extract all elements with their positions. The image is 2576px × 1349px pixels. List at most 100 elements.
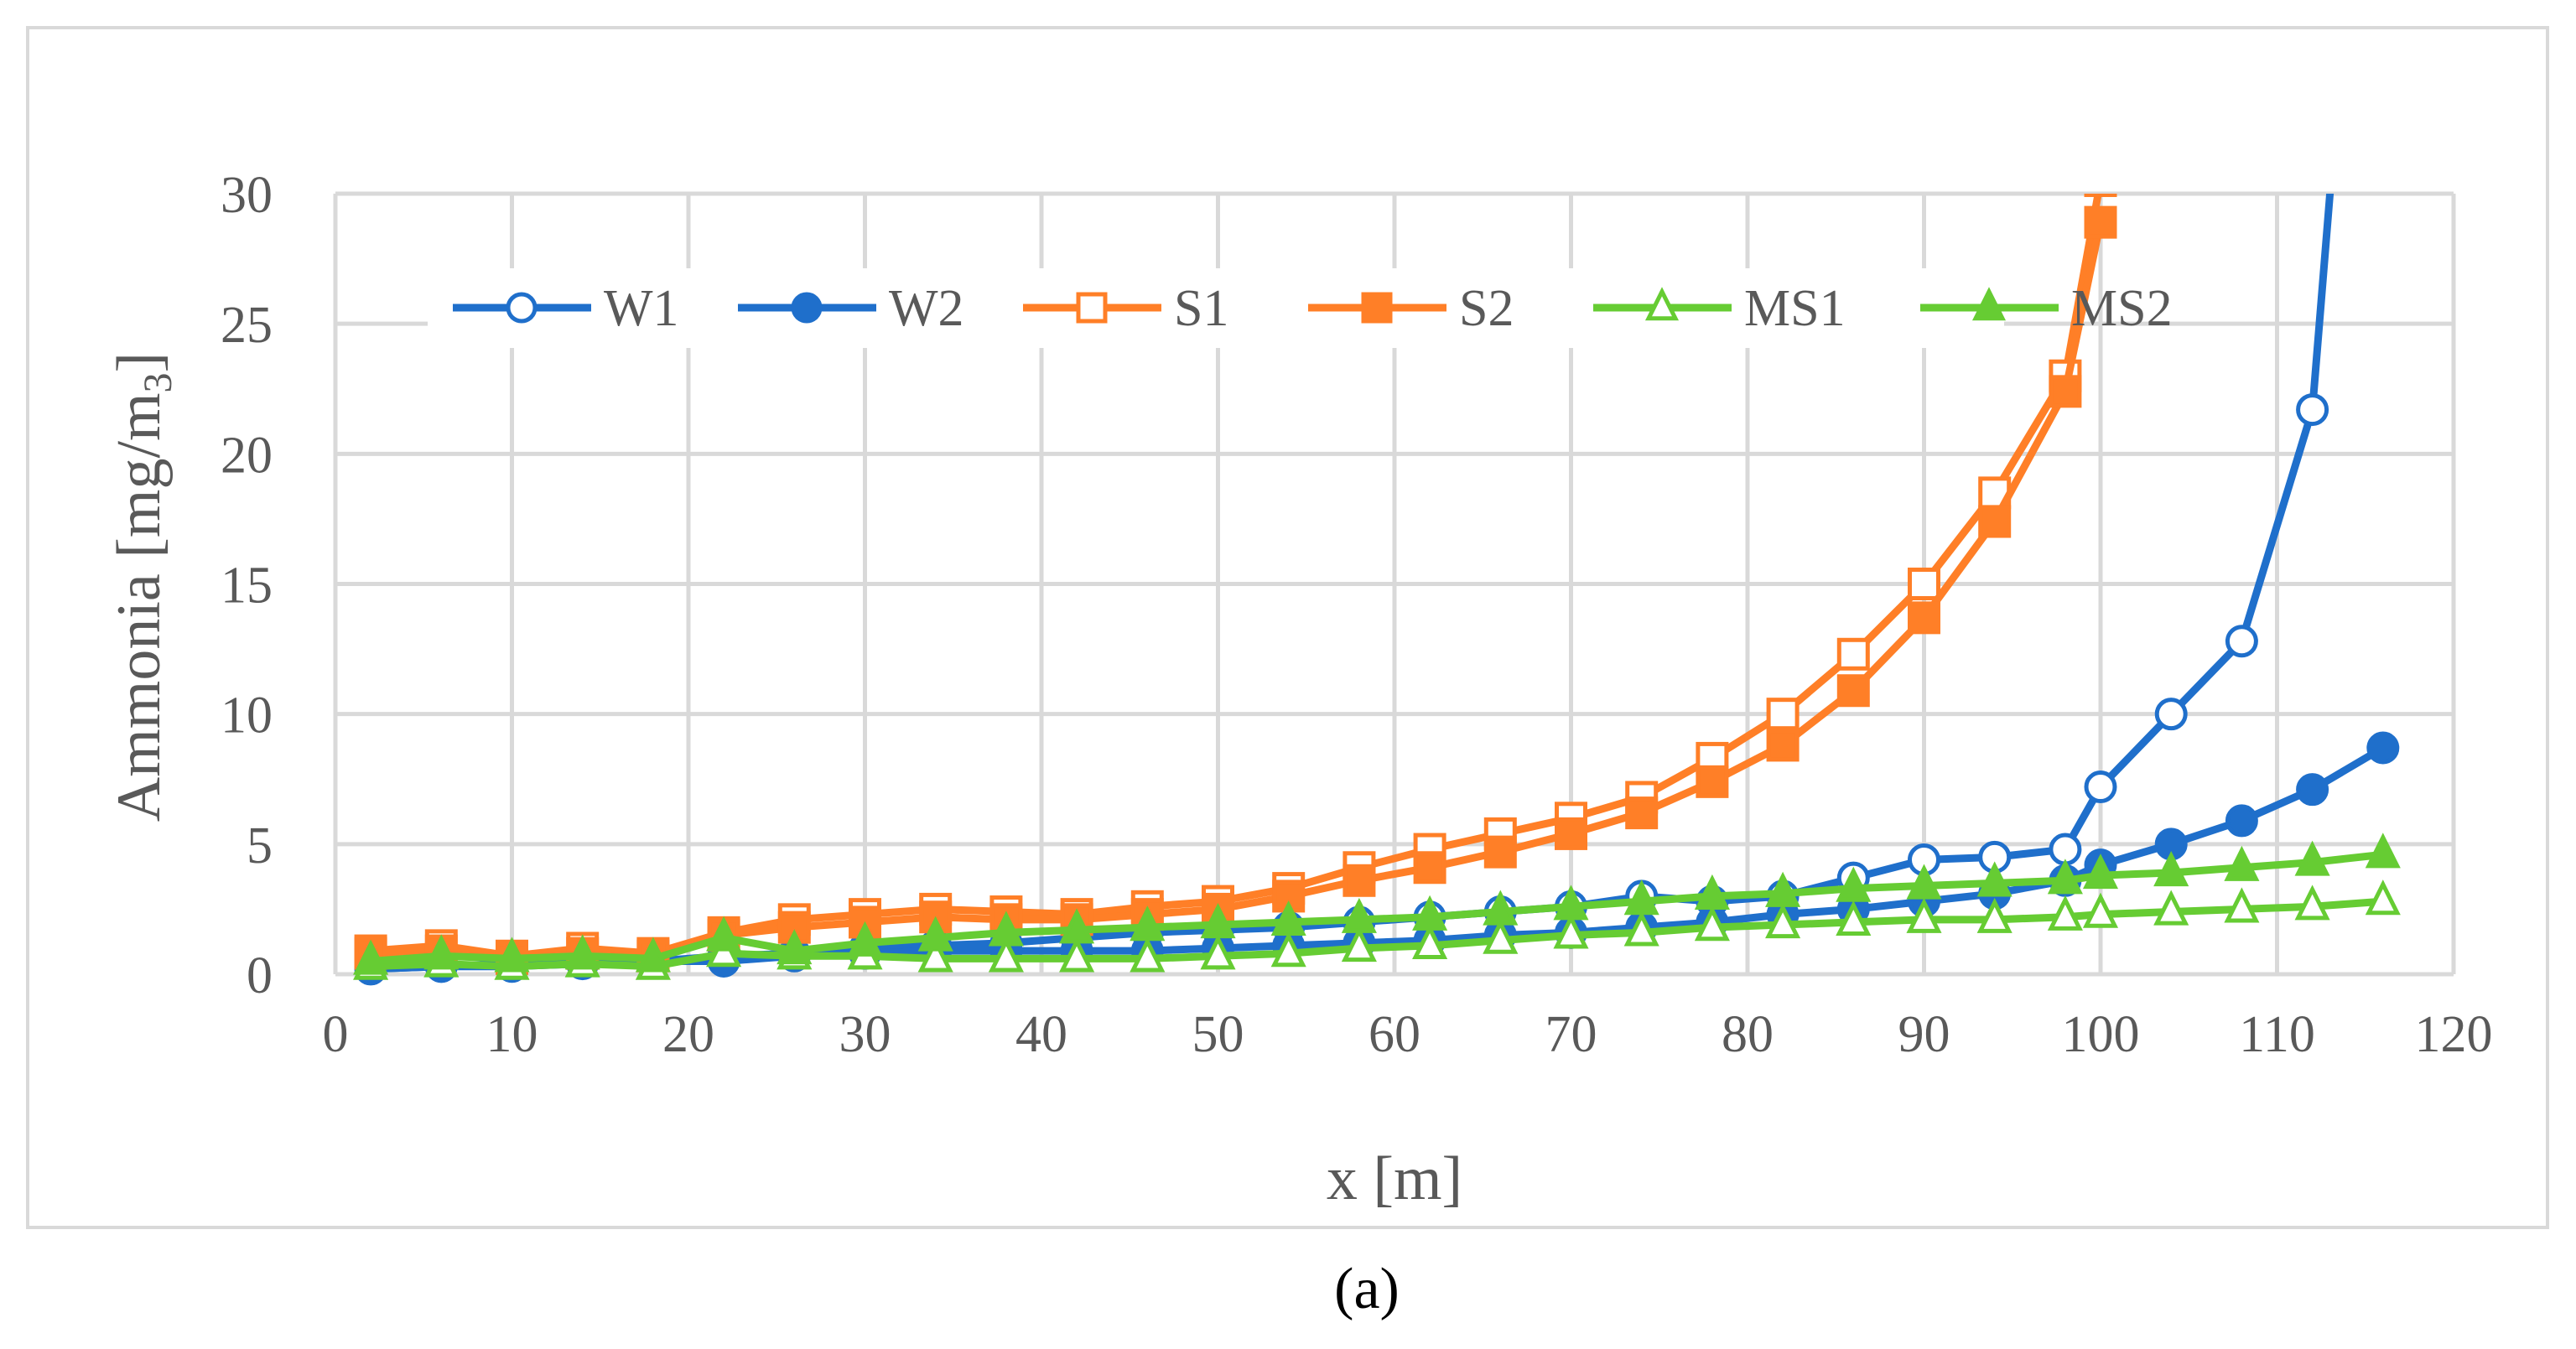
x-tick-label: 0 [323, 1006, 349, 1063]
legend-background [428, 268, 2004, 348]
ms1-marker-triangle [1412, 923, 1448, 959]
ms2-marker-triangle [847, 921, 883, 957]
legend-label: W1 [604, 280, 679, 337]
s2-marker-square [2084, 205, 2117, 239]
y-axis-title: Ammonia [mg/m3] [105, 352, 180, 822]
ms2-marker-triangle [2153, 850, 2189, 887]
ms2-marker-triangle [1341, 897, 1377, 933]
y-axis-title-main: Ammonia [mg/m [105, 392, 174, 822]
legend-label: MS1 [1744, 280, 1846, 337]
ms1-marker-triangle [1059, 937, 1095, 973]
y-tick-label: 30 [221, 167, 273, 224]
ms1-marker-triangle [1270, 931, 1306, 968]
x-tick-label: 10 [486, 1006, 538, 1063]
ms2-marker-triangle [988, 911, 1024, 947]
y-tick-label: 10 [221, 687, 273, 745]
series-group [353, 194, 2401, 986]
s1-marker-square [1836, 637, 1870, 671]
ms2-marker-triangle [1694, 874, 1730, 910]
ms1-marker-triangle [1483, 918, 1519, 954]
s2-marker-square [1413, 851, 1446, 885]
s1-marker-square [1908, 568, 1940, 600]
x-axis-title: x [m] [1327, 1144, 1462, 1213]
x-tick-label: 20 [662, 1006, 714, 1063]
ms2-marker-triangle [1130, 905, 1166, 942]
x-tick-label: 50 [1192, 1006, 1244, 1063]
legend: W1 W2 S1 S2 MS1 MS2 [428, 268, 2173, 348]
s2-marker-square [1978, 505, 2012, 538]
s1-marker-square [1076, 292, 1108, 324]
ms1-marker-triangle [2365, 879, 2401, 916]
s2-marker-square [1908, 601, 1940, 635]
legend-label: W2 [889, 280, 964, 337]
ms1-marker-triangle [1836, 900, 1872, 937]
x-tick-label: 110 [2239, 1006, 2315, 1063]
w1-marker-circle [2154, 698, 2188, 731]
s1-marker-square [1766, 698, 1800, 731]
x-tick-label: 120 [2415, 1006, 2493, 1063]
ms1-marker-triangle [1694, 905, 1730, 942]
legend-item-ms1: MS1 [1593, 280, 1846, 337]
x-tick-label: 30 [839, 1006, 891, 1063]
legend-item-w2: W2 [738, 280, 964, 337]
w2-marker-circle [791, 292, 823, 324]
ms2-marker-triangle [1412, 895, 1448, 931]
s2-marker-square [1555, 817, 1587, 850]
figure-caption: (a) [1334, 1257, 1400, 1321]
s2-marker-square [2049, 375, 2082, 408]
x-tick-label: 90 [1898, 1006, 1950, 1063]
series-ms2 [353, 833, 2401, 975]
ms2-marker-triangle [635, 937, 671, 973]
y-axis-title-close: ] [105, 352, 174, 373]
s2-marker-square [1696, 765, 1729, 798]
ms2-marker-triangle [1200, 903, 1236, 939]
ms2-marker-triangle [564, 934, 600, 970]
s2-marker-square [1766, 729, 1800, 762]
ms2-marker-triangle [2365, 833, 2401, 869]
w1-marker-circle [2084, 770, 2117, 804]
ms1-marker-triangle [1200, 934, 1236, 970]
s2-marker-square [1361, 292, 1393, 324]
x-tick-label: 100 [2062, 1006, 2140, 1063]
w2-marker-circle [2296, 773, 2329, 807]
w2-marker-circle [2366, 731, 2400, 765]
ms1-marker-triangle [2294, 885, 2330, 921]
ms1-marker-triangle [2224, 887, 2260, 923]
x-tick-label: 40 [1015, 1006, 1067, 1063]
w2-marker-circle [2225, 804, 2258, 838]
y-tick-label: 0 [247, 947, 273, 1004]
ms2-marker-triangle [423, 934, 460, 970]
ms1-marker-triangle [1623, 911, 1659, 947]
ms2-marker-triangle [1906, 864, 1942, 900]
s1-marker-square [2084, 194, 2117, 197]
y-tick-label: 25 [221, 297, 273, 354]
legend-item-s2: S2 [1308, 280, 1514, 337]
ms2-marker-triangle [776, 929, 813, 965]
ms1-marker-triangle [2082, 892, 2119, 928]
ms2-marker-triangle [1971, 287, 2007, 321]
y-tick-label: 5 [247, 817, 273, 874]
ms1-marker-triangle [1341, 926, 1377, 962]
chart-frame [26, 26, 2549, 1229]
y-tick-label: 20 [221, 427, 273, 484]
w1-marker-circle [2225, 625, 2258, 658]
ms2-marker-triangle [1059, 908, 1095, 944]
s2-marker-square [1625, 796, 1659, 830]
ms2-marker-triangle [2294, 840, 2330, 876]
y-tick-labels: 0 5 10 15 20 25 30 [221, 167, 273, 1004]
x-tick-labels: 0 10 20 30 40 50 60 70 80 90 100 110 120 [323, 1006, 2493, 1063]
y-axis-title-subscript: 3 [136, 372, 180, 392]
ms1-marker-triangle [1553, 913, 1589, 949]
legend-label: MS2 [2071, 280, 2173, 337]
ms2-marker-triangle [1765, 871, 1801, 907]
ms1-marker-triangle [1130, 937, 1166, 973]
ms2-marker-triangle [2082, 854, 2119, 890]
ms2-marker-triangle [353, 939, 389, 975]
x-tick-label: 60 [1368, 1006, 1420, 1063]
ms1-marker-triangle [1976, 897, 2012, 933]
ms2-marker-triangle [1836, 866, 1872, 902]
ms2-marker-triangle [1553, 885, 1589, 921]
legend-item-w1: W1 [453, 280, 679, 337]
ms1-marker-triangle [1765, 903, 1801, 939]
